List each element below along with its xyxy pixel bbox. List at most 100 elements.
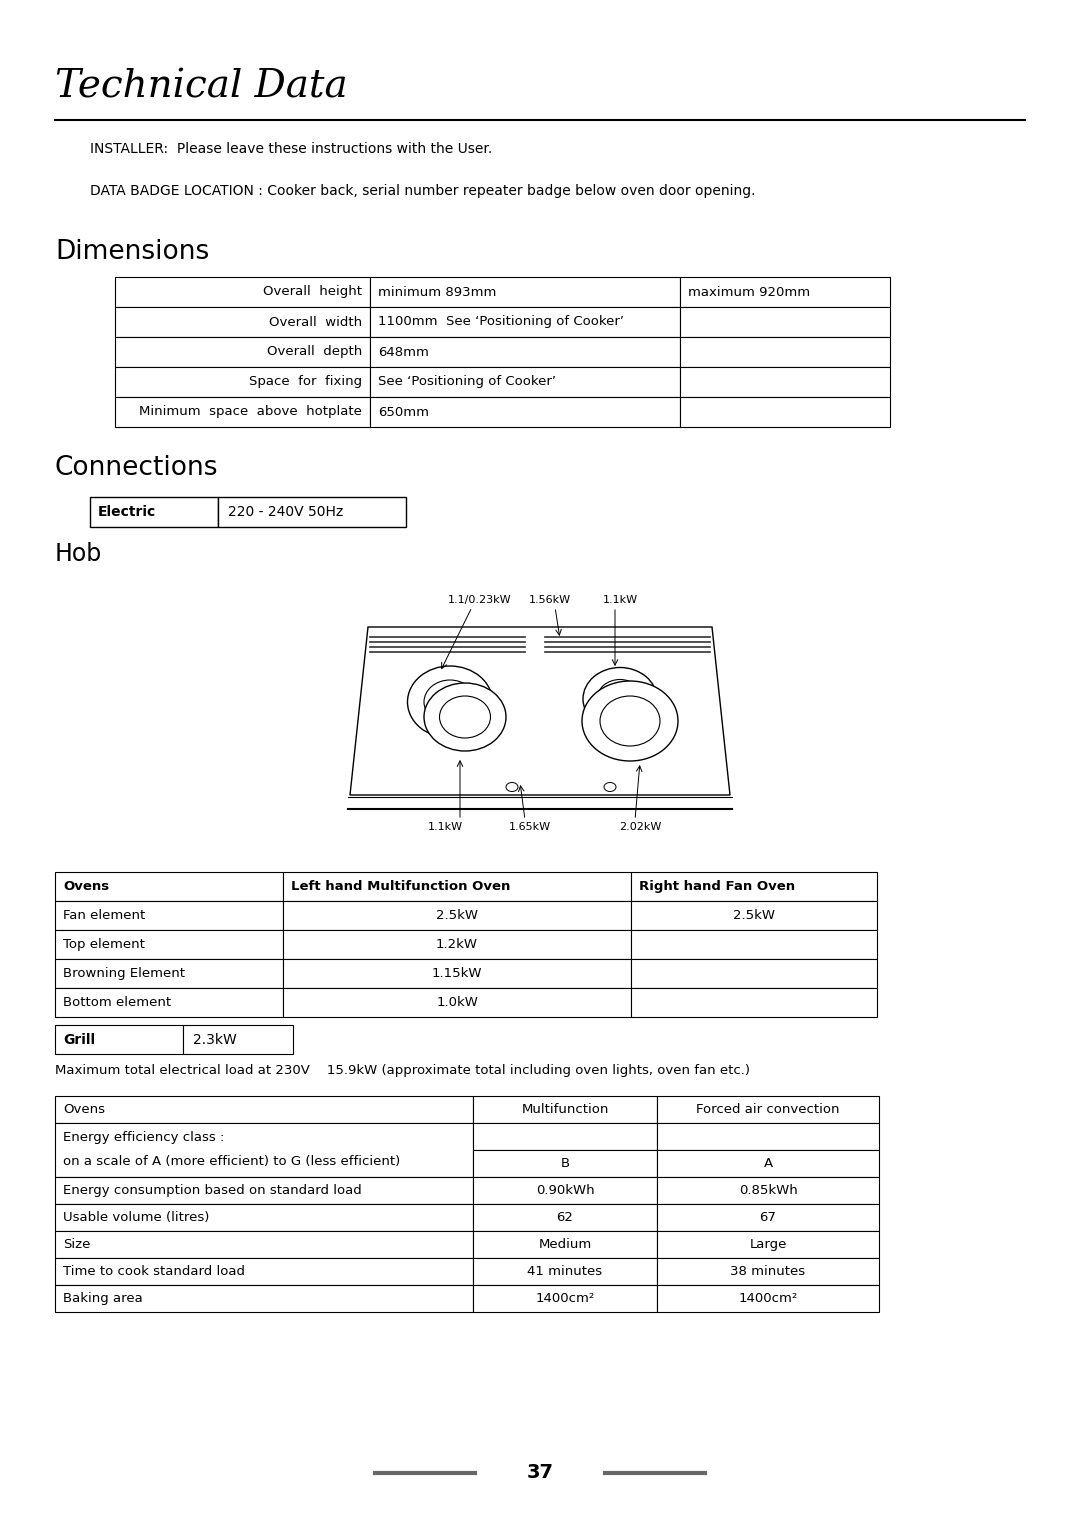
Bar [370, 397, 680, 426]
Text: INSTALLER:  Please leave these instructions with the User.: INSTALLER: Please leave these instructio… [90, 142, 492, 156]
Ellipse shape [440, 695, 490, 738]
Text: 38 minutes: 38 minutes [730, 1265, 806, 1277]
Text: Multifunction: Multifunction [522, 1103, 609, 1115]
Bar [218, 497, 406, 527]
Text: 2.5kW: 2.5kW [733, 909, 775, 921]
Text: Energy consumption based on standard load: Energy consumption based on standard loa… [63, 1184, 362, 1196]
Text: Ovens: Ovens [63, 1103, 105, 1115]
Bar [55, 931, 283, 960]
Text: 1.1/0.23kW: 1.1/0.23kW [448, 594, 512, 605]
Bar [657, 1285, 879, 1313]
Bar [283, 989, 631, 1018]
Bar [680, 307, 890, 338]
Text: 1.1kW: 1.1kW [603, 594, 637, 605]
Text: 41 minutes: 41 minutes [527, 1265, 603, 1277]
Bar [114, 307, 370, 338]
Text: 2.5kW: 2.5kW [436, 909, 478, 921]
Bar [473, 1285, 657, 1313]
Bar [473, 1151, 657, 1177]
Bar [631, 902, 877, 931]
Text: 1100mm  See ‘Positioning of Cooker’: 1100mm See ‘Positioning of Cooker’ [378, 315, 624, 329]
Bar [55, 1285, 473, 1313]
Text: Minimum  space  above  hotplate: Minimum space above hotplate [139, 405, 362, 419]
Ellipse shape [407, 666, 492, 738]
Text: maximum 920mm: maximum 920mm [688, 286, 810, 298]
Bar [55, 1025, 183, 1054]
Bar [55, 1123, 473, 1177]
Bar [370, 307, 680, 338]
Bar [183, 1025, 293, 1054]
Bar [657, 1096, 879, 1123]
Bar [631, 931, 877, 960]
Bar [680, 367, 890, 397]
Text: 648mm: 648mm [378, 345, 429, 359]
Bar [283, 931, 631, 960]
Bar [55, 1096, 473, 1123]
Text: Hob: Hob [55, 542, 103, 565]
Bar [55, 1204, 473, 1232]
Bar [657, 1151, 879, 1177]
Bar [473, 1258, 657, 1285]
Ellipse shape [604, 782, 616, 792]
Bar [55, 1232, 473, 1258]
Ellipse shape [600, 695, 660, 746]
Bar [55, 989, 283, 1018]
Text: Left hand Multifunction Oven: Left hand Multifunction Oven [291, 880, 511, 892]
Bar [680, 338, 890, 367]
Text: Usable volume (litres): Usable volume (litres) [63, 1212, 210, 1224]
Bar [114, 338, 370, 367]
Text: A: A [764, 1157, 772, 1170]
Text: 650mm: 650mm [378, 405, 429, 419]
Text: 1.1kW: 1.1kW [428, 822, 462, 833]
Text: Browning Element: Browning Element [63, 967, 185, 979]
Text: 1.15kW: 1.15kW [432, 967, 483, 979]
Text: Fan element: Fan element [63, 909, 145, 921]
Text: Grill: Grill [63, 1033, 95, 1047]
Text: Top element: Top element [63, 938, 145, 950]
Text: See ‘Positioning of Cooker’: See ‘Positioning of Cooker’ [378, 376, 556, 388]
Ellipse shape [597, 680, 643, 718]
Bar [680, 397, 890, 426]
Text: Connections: Connections [55, 455, 218, 481]
Text: Medium: Medium [538, 1238, 592, 1251]
Text: Ovens: Ovens [63, 880, 109, 892]
Text: Bottom element: Bottom element [63, 996, 171, 1008]
Bar [657, 1232, 879, 1258]
Bar [680, 277, 890, 307]
Bar [473, 1177, 657, 1204]
Ellipse shape [424, 683, 507, 750]
Text: 1.56kW: 1.56kW [529, 594, 571, 605]
Bar [283, 902, 631, 931]
Bar [473, 1232, 657, 1258]
Bar [55, 1177, 473, 1204]
Text: DATA BADGE LOCATION : Cooker back, serial number repeater badge below oven door : DATA BADGE LOCATION : Cooker back, seria… [90, 183, 756, 199]
Bar [473, 1123, 657, 1151]
Bar [114, 277, 370, 307]
Bar [55, 960, 283, 989]
Bar [473, 1096, 657, 1123]
Bar [657, 1204, 879, 1232]
Text: 1400cm²: 1400cm² [739, 1293, 798, 1305]
Bar [370, 338, 680, 367]
Bar [473, 1204, 657, 1232]
Bar [631, 872, 877, 902]
Text: Baking area: Baking area [63, 1293, 143, 1305]
Bar [283, 960, 631, 989]
Text: Large: Large [750, 1238, 786, 1251]
Text: Overall  depth: Overall depth [267, 345, 362, 359]
Text: Electric: Electric [98, 504, 157, 520]
Text: 67: 67 [759, 1212, 777, 1224]
Text: 62: 62 [556, 1212, 573, 1224]
Bar [370, 277, 680, 307]
Bar [90, 497, 218, 527]
Ellipse shape [583, 668, 657, 730]
Text: 220 - 240V 50Hz: 220 - 240V 50Hz [228, 504, 343, 520]
Text: Size: Size [63, 1238, 91, 1251]
Text: minimum 893mm: minimum 893mm [378, 286, 497, 298]
Ellipse shape [424, 680, 476, 724]
Text: Time to cook standard load: Time to cook standard load [63, 1265, 245, 1277]
Text: 37: 37 [527, 1464, 554, 1482]
Text: Overall  height: Overall height [264, 286, 362, 298]
Text: Space  for  fixing: Space for fixing [248, 376, 362, 388]
Text: 1.65kW: 1.65kW [509, 822, 551, 833]
